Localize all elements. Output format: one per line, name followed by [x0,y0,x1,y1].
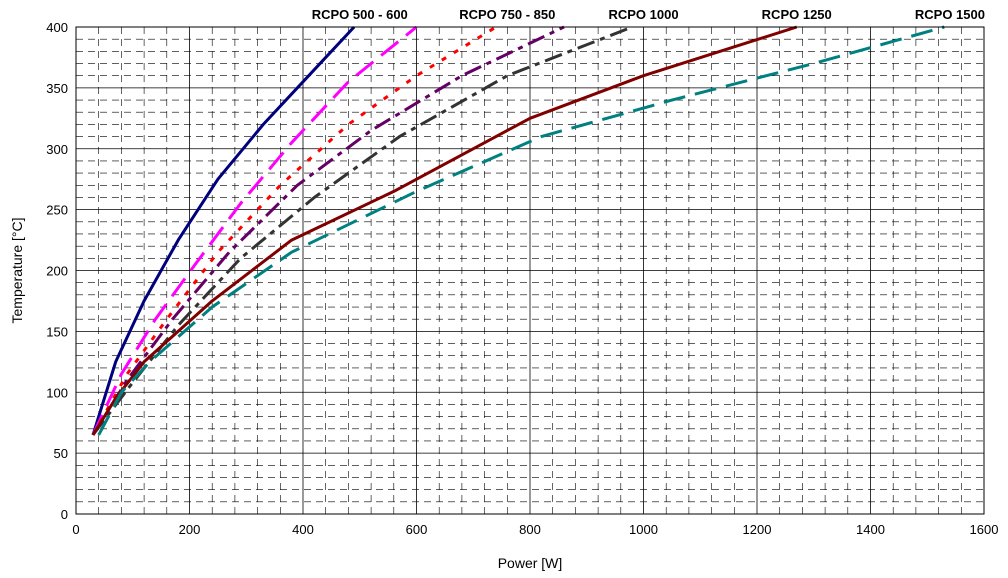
y-axis-title: Temperature [°C] [9,218,25,324]
series-annotation: RCPO 750 - 850 [459,7,555,22]
x-tick-label: 1600 [970,522,999,537]
x-tick-label: 600 [406,522,428,537]
series-annotations: RCPO 500 - 600 RCPO 750 - 850 RCPO 1000 RCP… [312,7,985,22]
series-annotation: RCPO 1000 [608,7,678,22]
series-line-2 [91,25,418,436]
series-layer [91,25,945,436]
x-tick-label: 800 [519,522,541,537]
x-tick-label: 1000 [629,522,658,537]
x-tick-label: 1200 [743,522,772,537]
y-tick-label: 300 [46,142,68,157]
series-annotation: RCPO 500 - 600 [312,7,408,22]
series-annotation: RCPO 1500 [915,7,985,22]
series-line-6 [91,25,798,436]
series-line-3 [91,25,497,436]
x-axis-title: Power [W] [498,555,563,571]
series-line-1 [91,25,356,436]
y-tick-label: 150 [46,324,68,339]
series-line-4 [91,25,565,436]
x-tick-label: 400 [292,522,314,537]
x-tick-label: 1400 [856,522,885,537]
y-tick-label: 350 [46,81,68,96]
series-annotation: RCPO 1250 [762,7,832,22]
y-tick-label: 0 [61,507,68,522]
plot-frame [75,26,985,515]
y-tick-label: 50 [54,446,68,461]
y-tick-label: 400 [46,20,68,35]
series-line-7 [97,25,945,436]
y-tick-label: 250 [46,203,68,218]
x-tick-label: 200 [179,522,201,537]
x-tick-label: 0 [72,522,79,537]
y-tick-label: 100 [46,385,68,400]
y-tick-label: 200 [46,264,68,279]
tick-labels: 0 200 400 600 800 1000 1200 1400 1600 0 50 100 150 20… [46,20,998,537]
